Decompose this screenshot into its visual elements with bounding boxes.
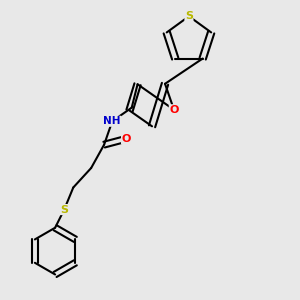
- Text: O: O: [169, 105, 179, 115]
- Text: S: S: [60, 205, 68, 214]
- Text: S: S: [185, 11, 193, 21]
- Text: NH: NH: [103, 116, 121, 126]
- Text: O: O: [122, 134, 131, 144]
